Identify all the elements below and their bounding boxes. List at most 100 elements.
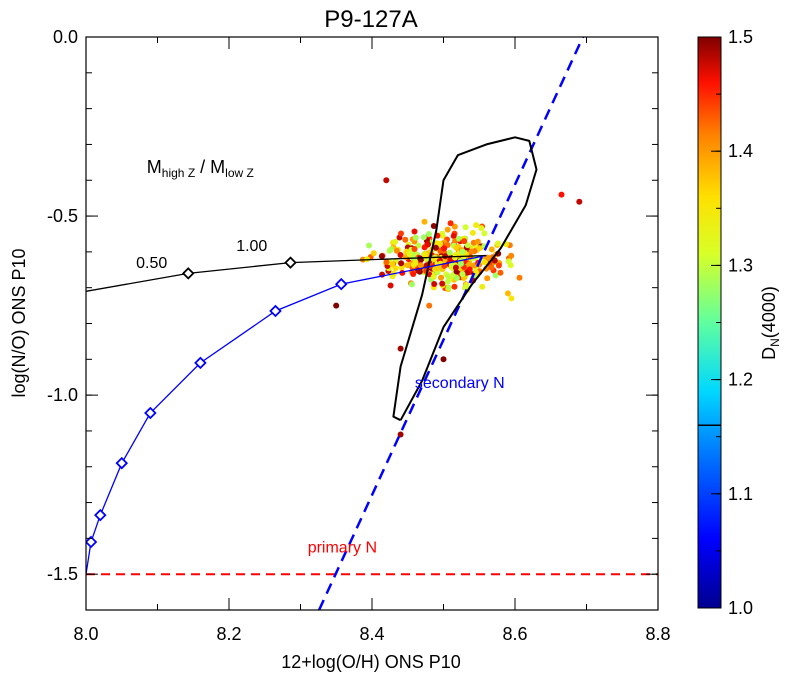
data-point [397, 252, 404, 258]
annotation-050: 0.50 [136, 255, 167, 272]
data-point [398, 260, 405, 267]
data-point [473, 222, 480, 229]
data-point [495, 240, 501, 247]
data-point [453, 244, 460, 251]
colorbar-ticks: 1.0 1.1 1.2 1.3 1.4 1.5 [711, 27, 753, 618]
data-point [441, 245, 448, 252]
data-point [495, 262, 502, 269]
data-point [412, 259, 419, 266]
data-point [458, 260, 464, 267]
data-point [425, 231, 432, 237]
outlier-point [397, 431, 404, 438]
colorbar-tick-label: 1.4 [728, 141, 753, 161]
data-point [417, 262, 424, 269]
data-point [445, 284, 452, 291]
data-point [474, 238, 481, 245]
data-point [468, 248, 475, 255]
data-point [461, 238, 468, 245]
x-tick-label: 8.0 [73, 624, 98, 644]
outlier-point [691, 192, 697, 198]
data-point [459, 248, 466, 255]
blue-model-marker [115, 456, 129, 470]
secondary-n-line [317, 37, 585, 610]
data-point [406, 251, 413, 258]
data-point [516, 274, 523, 281]
data-point [392, 265, 399, 272]
y-tick-label: -1.5 [47, 564, 78, 584]
colorbar-tick-label: 1.3 [728, 255, 753, 275]
data-point [482, 259, 488, 266]
data-point [444, 278, 451, 285]
x-tick-label: 8.2 [216, 624, 241, 644]
outlier-point [397, 345, 404, 352]
data-point [462, 224, 469, 231]
data-point [464, 242, 471, 249]
x-tick-label: 8.4 [359, 624, 384, 644]
outlier-point [383, 177, 390, 184]
blue-model-marker [194, 356, 207, 370]
y-tick-label: -1.0 [47, 385, 78, 405]
data-point [411, 228, 418, 235]
data-point [402, 236, 409, 243]
outlier-point [447, 220, 454, 227]
data-point [451, 254, 458, 261]
chart-title: P9-127A [324, 6, 417, 33]
data-point [444, 226, 451, 233]
outlier-point [440, 356, 447, 363]
blue-model-marker [144, 406, 157, 420]
data-point [387, 282, 394, 289]
data-point [504, 290, 511, 297]
blue-model-marker [86, 535, 98, 549]
data-point [439, 280, 446, 287]
data-point [450, 233, 457, 239]
y-axis-label: log(N/O) ONS P10 [9, 248, 29, 397]
outlier-point [426, 302, 433, 309]
data-point [370, 250, 377, 257]
data-point [492, 272, 499, 279]
data-point [392, 238, 399, 245]
data-point [393, 247, 400, 254]
scatter-points [333, 177, 697, 438]
colorbar-label: DN(4000) [759, 286, 782, 360]
data-point [383, 259, 390, 265]
colorbar-tick-label: 1.0 [728, 598, 753, 618]
data-point [410, 271, 417, 277]
data-point [421, 218, 428, 225]
data-point [469, 229, 476, 236]
data-point [389, 261, 396, 268]
data-point [459, 271, 466, 278]
outlier-point [333, 302, 340, 309]
blue-model-marker [334, 277, 348, 291]
colorbar-tick-label: 1.5 [728, 27, 753, 47]
black-model-marker [284, 256, 297, 269]
data-point [431, 281, 438, 287]
data-point [445, 273, 452, 280]
data-point [434, 265, 440, 272]
data-point [466, 261, 473, 268]
data-point [412, 234, 419, 241]
black-model-marker [181, 267, 195, 280]
data-point [453, 275, 460, 282]
plot-area: 8.0 8.2 8.4 8.6 8.8 0.0 -0.5 -1.0 -1.5 [47, 27, 697, 644]
data-point [415, 242, 422, 249]
data-point [481, 230, 488, 237]
colorbar: 1.0 1.1 1.2 1.3 1.4 1.5 DN(4000) [697, 27, 782, 618]
data-point [404, 262, 411, 269]
data-point [488, 246, 495, 253]
data-point [366, 242, 372, 249]
outlier-point [576, 198, 583, 205]
data-point [420, 234, 427, 241]
data-point [442, 253, 449, 260]
data-point [430, 223, 437, 229]
data-point [437, 240, 444, 247]
data-point [422, 251, 429, 258]
data-point [438, 274, 445, 281]
data-point [411, 246, 418, 252]
x-axis-label: 12+log(O/H) ONS P10 [281, 652, 461, 672]
colorbar-tick-label: 1.1 [728, 484, 753, 504]
colorbar-tick-label: 1.2 [728, 370, 753, 390]
data-point [451, 223, 458, 230]
data-point [425, 241, 431, 248]
data-point [451, 283, 458, 290]
